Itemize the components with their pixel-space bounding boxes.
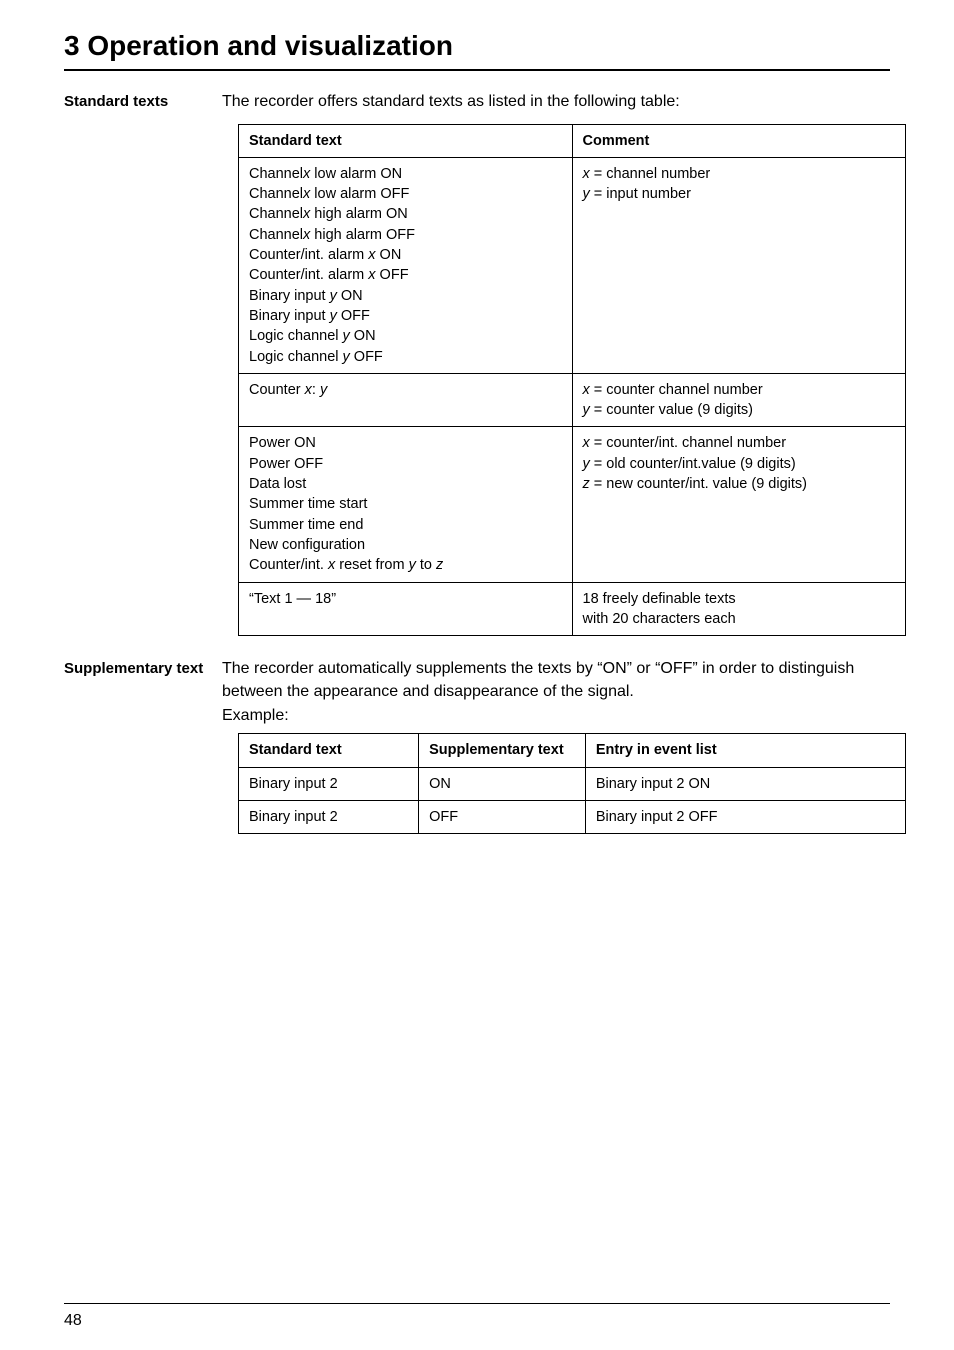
heading-underline: [64, 69, 890, 71]
table-row: Binary input 2ONBinary input 2 ON: [239, 767, 906, 800]
cell-c1: Binary input 2: [239, 800, 419, 833]
cell-c3: Binary input 2 OFF: [585, 800, 905, 833]
page-container: 3 Operation and visualization Standard t…: [0, 0, 954, 1350]
cell-standard-text: Power ONPower OFFData lostSummer time st…: [239, 427, 573, 582]
th-standard-text-2: Standard text: [239, 734, 419, 767]
content-supplementary: The recorder automatically supplements t…: [222, 658, 890, 834]
cell-c2: ON: [419, 767, 586, 800]
standard-texts-table: Standard text Comment Channelx low alarm…: [238, 124, 906, 637]
table-row: “Text 1 — 18”18 freely definable textswi…: [239, 582, 906, 636]
th-supplementary-text: Supplementary text: [419, 734, 586, 767]
cell-comment: x = counter channel numbery = counter va…: [572, 373, 906, 427]
cell-comment: x = channel numbery = input number: [572, 157, 906, 373]
footer-rule: [64, 1303, 890, 1304]
table-header-row: Standard text Comment: [239, 124, 906, 157]
footer-line-container: [64, 1303, 890, 1304]
th-comment: Comment: [572, 124, 906, 157]
section-standard-texts: Standard texts The recorder offers stand…: [64, 91, 890, 636]
cell-c1: Binary input 2: [239, 767, 419, 800]
table-row: Binary input 2OFFBinary input 2 OFF: [239, 800, 906, 833]
cell-standard-text: Channelx low alarm ONChannelx low alarm …: [239, 157, 573, 373]
intro-text-supplementary: The recorder automatically supplements t…: [222, 658, 890, 703]
intro-text-standard: The recorder offers standard texts as li…: [222, 91, 890, 113]
table-row: Power ONPower OFFData lostSummer time st…: [239, 427, 906, 582]
side-label-standard-texts: Standard texts: [64, 91, 222, 112]
cell-c2: OFF: [419, 800, 586, 833]
side-label-supplementary: Supplementary text: [64, 658, 222, 679]
example-label: Example:: [222, 705, 890, 727]
content-standard-texts: The recorder offers standard texts as li…: [222, 91, 890, 636]
table-header-row: Standard text Supplementary text Entry i…: [239, 734, 906, 767]
table-row: Counter x: yx = counter channel numbery …: [239, 373, 906, 427]
table-row: Channelx low alarm ONChannelx low alarm …: [239, 157, 906, 373]
chapter-heading: 3 Operation and visualization: [64, 26, 890, 65]
section-supplementary-text: Supplementary text The recorder automati…: [64, 658, 890, 834]
cell-c3: Binary input 2 ON: [585, 767, 905, 800]
cell-standard-text: Counter x: y: [239, 373, 573, 427]
cell-standard-text: “Text 1 — 18”: [239, 582, 573, 636]
page-number: 48: [64, 1310, 82, 1332]
th-entry-event-list: Entry in event list: [585, 734, 905, 767]
supplementary-table: Standard text Supplementary text Entry i…: [238, 733, 906, 834]
cell-comment: x = counter/int. channel numbery = old c…: [572, 427, 906, 582]
cell-comment: 18 freely definable textswith 20 charact…: [572, 582, 906, 636]
th-standard-text: Standard text: [239, 124, 573, 157]
